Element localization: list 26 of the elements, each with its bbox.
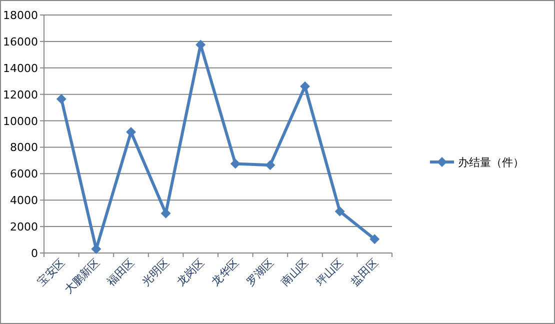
x-tick-label: 福田区 — [104, 256, 138, 288]
point — [126, 127, 136, 138]
y-tick-label: 16000 — [3, 35, 38, 48]
point — [300, 81, 310, 92]
y-tick-label: 14000 — [3, 62, 38, 75]
point — [370, 234, 380, 244]
y-tick-label: 0 — [31, 247, 38, 260]
x-tick-label: 光明区 — [139, 256, 172, 288]
y-tick-label: 4000 — [10, 194, 38, 208]
x-tick-label: 坪山区 — [312, 256, 346, 290]
y-tick-label: 18000 — [3, 9, 38, 22]
point — [265, 160, 276, 170]
x-tick-label: 龙岗区 — [174, 256, 207, 288]
point — [334, 206, 345, 216]
y-tick-label: 12000 — [3, 88, 38, 102]
legend-label: 办结量（件） — [458, 156, 524, 169]
point — [56, 94, 66, 104]
x-tick-label: 龙华区 — [208, 256, 242, 288]
y-tick-label: 8000 — [10, 141, 38, 154]
y-tick-label: 2000 — [10, 220, 38, 234]
y-tick-label: 10000 — [3, 114, 38, 128]
point — [230, 158, 240, 169]
x-tick-label: 罗湖区 — [244, 256, 276, 288]
x-tick-label: 南山区 — [278, 256, 312, 288]
x-tick-label: 盐田区 — [348, 256, 381, 288]
y-tick-label: 6000 — [10, 168, 38, 181]
